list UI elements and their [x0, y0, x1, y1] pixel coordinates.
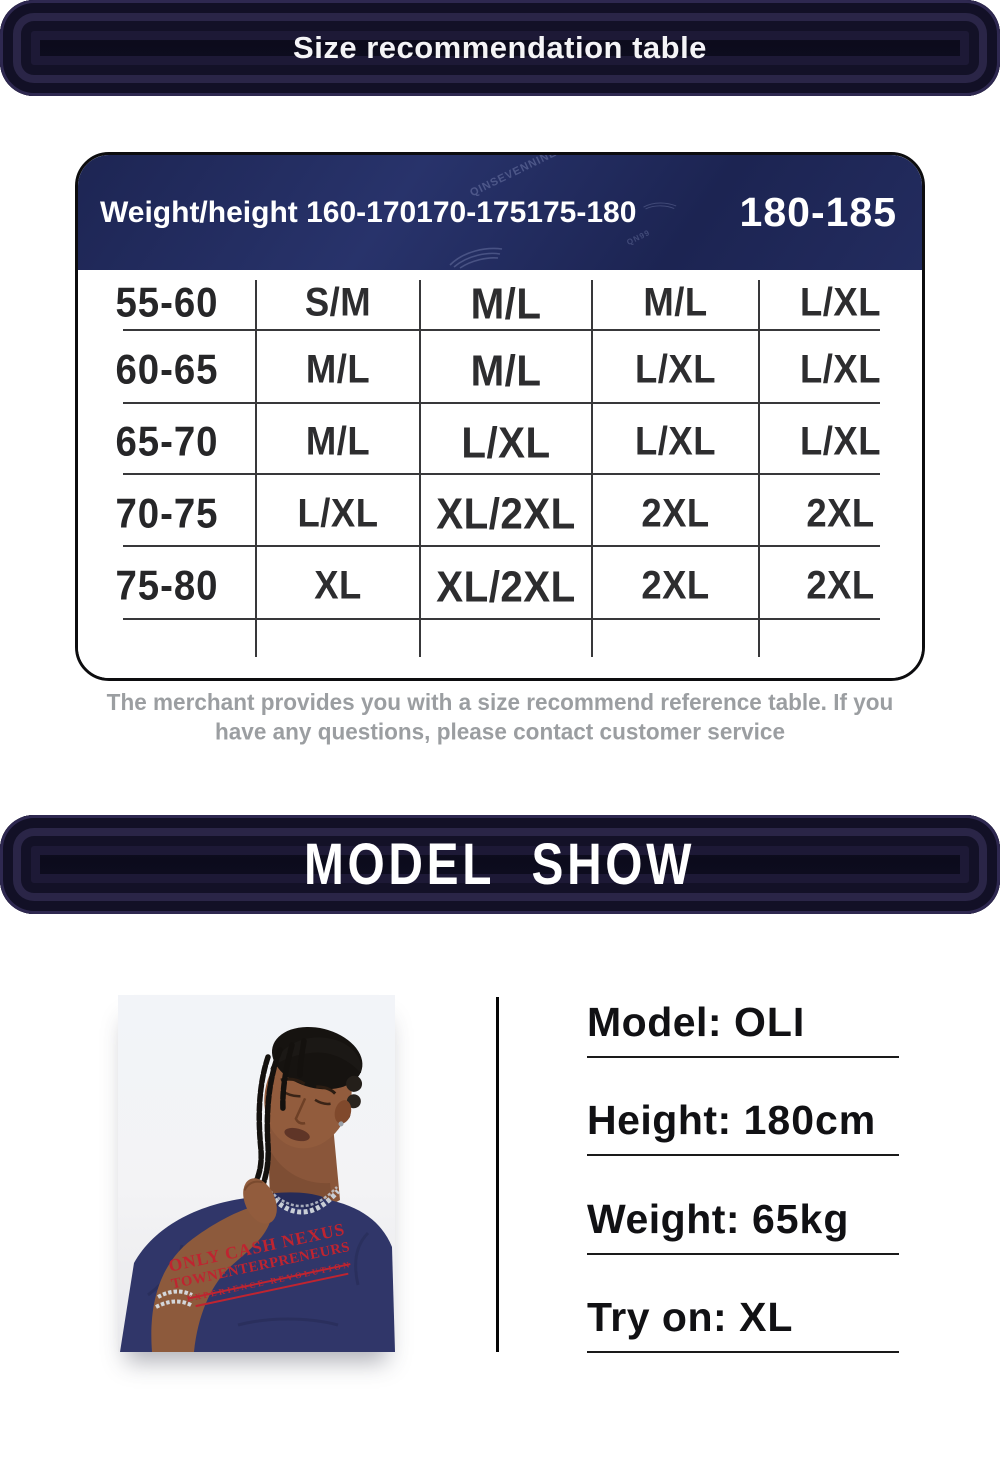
- table-cell: 2XL: [806, 564, 875, 608]
- table-cell-range: 70-75: [115, 490, 219, 537]
- table-cell: S/M: [304, 281, 372, 325]
- table-cell: 2XL: [641, 491, 710, 536]
- watermark-text: QINSEVENNINE: [468, 155, 559, 200]
- table-cell: M/L: [305, 348, 371, 392]
- model-detail-value: 65kg: [751, 1196, 850, 1242]
- size-table-body: 55-60 S/M M/L M/L L/XL 60-65 M/L M/L L/X…: [78, 270, 922, 678]
- table-cell: M/L: [643, 281, 708, 325]
- size-table-header: QINSEVENNINE QN99 Weight/height 160-1701…: [78, 155, 922, 270]
- size-recommendation-banner: Size recommendation table: [0, 0, 1000, 96]
- table-row-divider: [123, 402, 880, 404]
- table-cell: M/L: [470, 345, 542, 395]
- watermark-swirl-icon: [449, 247, 503, 269]
- table-cell-range: 55-60: [115, 280, 219, 326]
- watermark-swirl-icon: [643, 202, 677, 210]
- disclaimer-line-1: The merchant provides you with a size re…: [106, 688, 894, 715]
- table-column-divider: [419, 280, 421, 657]
- size-table-card: QINSEVENNINE QN99 Weight/height 160-1701…: [75, 152, 925, 681]
- size-table-disclaimer: The merchant provides you with a size re…: [10, 687, 990, 746]
- model-detail-value: XL: [739, 1294, 794, 1340]
- table-cell: L/XL: [635, 348, 716, 392]
- model-photo-illustration: ONLY CASH NEXUS TOWNENTERPRENEURS EXPERI…: [118, 995, 395, 1352]
- table-row-divider: [123, 618, 880, 620]
- table-cell: L/XL: [800, 281, 881, 325]
- table-row-divider: [123, 473, 880, 475]
- model-show-title: MODEL SHOW: [304, 832, 696, 897]
- table-cell: M/L: [470, 278, 542, 328]
- table-cell: M/L: [305, 420, 371, 464]
- table-cell: XL: [314, 564, 362, 608]
- model-show-banner: MODEL SHOW: [0, 815, 1000, 914]
- model-detail-label: Try on:: [587, 1294, 740, 1340]
- model-arm: [151, 1206, 271, 1352]
- model-detail-value: 180cm: [743, 1097, 877, 1143]
- model-photo: ONLY CASH NEXUS TOWNENTERPRENEURS EXPERI…: [118, 995, 395, 1352]
- model-detail-row: Try on: XL: [587, 1294, 899, 1353]
- model-detail-row: Model: OLI: [587, 999, 899, 1058]
- model-detail-value: OLI: [733, 999, 806, 1045]
- table-column-divider: [758, 280, 760, 657]
- model-hand: [243, 1178, 277, 1224]
- model-detail-row: Height: 180cm: [587, 1097, 899, 1156]
- table-cell: XL/2XL: [436, 561, 576, 611]
- table-cell-range: 65-70: [115, 419, 219, 465]
- model-braids: [251, 1038, 307, 1194]
- model-section-divider: [496, 997, 499, 1352]
- table-cell: XL/2XL: [436, 489, 576, 539]
- model-detail-label: Model:: [587, 999, 734, 1045]
- table-cell: L/XL: [635, 420, 716, 464]
- model-detail-label: Weight:: [587, 1196, 752, 1242]
- model-necklace: [268, 1186, 340, 1215]
- disclaimer-line-2: have any questions, please contact custo…: [214, 718, 785, 745]
- size-table-header-right: 180-185: [739, 189, 897, 235]
- size-recommendation-title: Size recommendation table: [293, 30, 707, 65]
- size-table-grid: 55-60 S/M M/L M/L L/XL 60-65 M/L M/L L/X…: [78, 270, 922, 620]
- size-table-header-left: Weight/height 160-170170-175175-180: [100, 195, 637, 229]
- table-cell-range: 60-65: [115, 347, 219, 393]
- table-cell: L/XL: [800, 420, 881, 464]
- table-cell: 2XL: [806, 491, 875, 536]
- model-bracelet: [155, 1289, 193, 1309]
- table-cell: L/XL: [461, 417, 551, 467]
- model-detail-label: Height:: [587, 1097, 744, 1143]
- model-detail-row: Weight: 65kg: [587, 1196, 899, 1255]
- table-cell-range: 75-80: [115, 563, 219, 609]
- table-cell: L/XL: [297, 491, 379, 536]
- table-row-divider: [123, 329, 880, 331]
- table-row-divider: [123, 545, 880, 547]
- table-column-divider: [591, 280, 593, 657]
- watermark-text-small: QN99: [625, 227, 652, 248]
- neck-shadow: [268, 1145, 332, 1207]
- table-column-divider: [255, 280, 257, 657]
- table-cell: L/XL: [800, 348, 881, 392]
- table-cell: 2XL: [641, 564, 710, 608]
